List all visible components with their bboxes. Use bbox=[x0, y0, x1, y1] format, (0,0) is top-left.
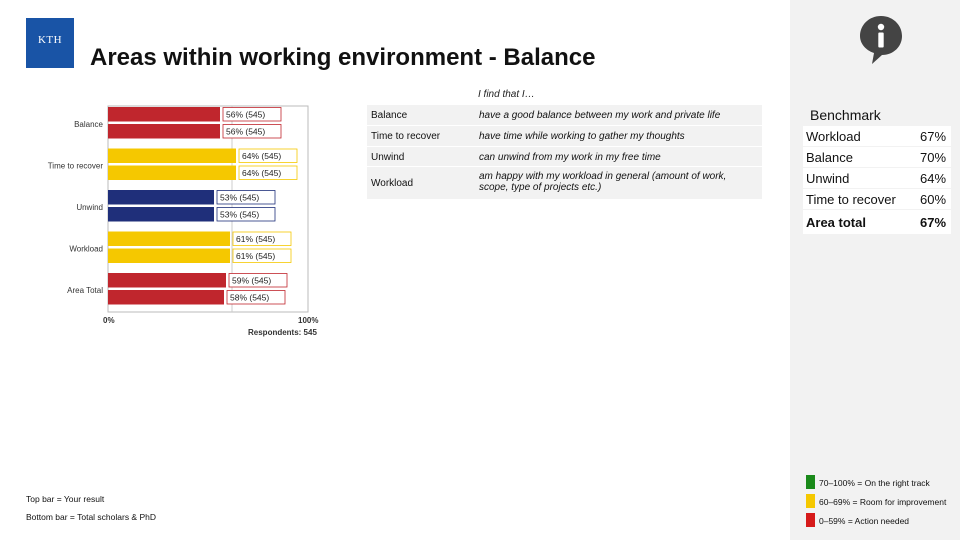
statements-intro: I find that I… bbox=[478, 89, 535, 100]
statement-text: have a good balance between my work and … bbox=[475, 104, 762, 126]
category-label: Unwind bbox=[76, 203, 103, 212]
bar-chart: Balance 56% (545) 56% (545) Time to recover… bbox=[48, 105, 318, 337]
data-label-box bbox=[228, 273, 288, 288]
bar bbox=[108, 290, 224, 305]
benchmark-table: Workload 67% Balance 70% Unwind 64% Time… bbox=[803, 126, 951, 235]
legend-swatch-yellow bbox=[806, 494, 815, 508]
bar bbox=[108, 124, 220, 139]
statement-area: Unwind bbox=[367, 146, 475, 167]
data-label: 53% (545) bbox=[220, 210, 259, 220]
bar bbox=[108, 231, 230, 246]
bar bbox=[108, 273, 226, 288]
benchmark-row: Balance 70% bbox=[803, 146, 951, 168]
page-title: Areas within working environment - Balan… bbox=[90, 44, 596, 71]
data-label-box bbox=[226, 290, 286, 305]
data-label: 56% (545) bbox=[226, 127, 265, 137]
data-label: 64% (545) bbox=[242, 151, 281, 161]
benchmark-value: 60% bbox=[917, 188, 951, 210]
kth-logo: KTH bbox=[26, 18, 74, 68]
bar bbox=[108, 107, 220, 122]
statement-area: Balance bbox=[367, 104, 475, 126]
benchmark-value: 64% bbox=[917, 167, 951, 189]
note-bottom-bar: Bottom bar = Total scholars & PhD bbox=[26, 512, 157, 522]
legend-text-red: 0–59% = Action needed bbox=[819, 516, 910, 526]
statement-text: have time while working to gather my tho… bbox=[475, 125, 762, 147]
benchmark-label: Workload bbox=[803, 126, 917, 147]
bar bbox=[108, 148, 236, 163]
bar bbox=[108, 248, 230, 263]
x-min-label: 0% bbox=[103, 316, 115, 325]
benchmark-value: 67% bbox=[917, 126, 951, 147]
benchmark-row: Workload 67% bbox=[803, 126, 951, 147]
benchmark-label: Balance bbox=[803, 146, 917, 168]
category-label: Time to recover bbox=[48, 162, 104, 171]
note-top-bar: Top bar = Your result bbox=[26, 494, 105, 504]
benchmark-label: Unwind bbox=[803, 167, 917, 189]
statement-row: Time to recover have time while working … bbox=[367, 125, 762, 147]
data-label: 58% (545) bbox=[230, 293, 269, 303]
data-label-box bbox=[222, 124, 282, 139]
statement-area: Workload bbox=[367, 166, 475, 199]
statement-row: Balance have a good balance between my w… bbox=[367, 104, 762, 126]
respondents-label: Respondents: 545 bbox=[248, 328, 317, 337]
data-label: 56% (545) bbox=[226, 110, 265, 120]
data-label: 61% (545) bbox=[236, 234, 275, 244]
info-icon[interactable] bbox=[858, 14, 904, 66]
chart-layer: Balance 56% (545) 56% (545) Time to recover… bbox=[48, 107, 298, 305]
benchmark-title: Benchmark bbox=[810, 107, 881, 123]
statements-table: Balance have a good balance between my w… bbox=[367, 104, 762, 199]
data-label-box bbox=[238, 148, 298, 163]
data-label-box bbox=[216, 207, 276, 222]
benchmark-row: Unwind 64% bbox=[803, 167, 951, 189]
data-label: 61% (545) bbox=[236, 251, 275, 261]
statement-text: can unwind from my work in my free time bbox=[475, 146, 762, 167]
benchmark-total-value: 67% bbox=[917, 209, 951, 235]
data-label: 59% (545) bbox=[232, 276, 271, 286]
data-label: 53% (545) bbox=[220, 193, 259, 203]
statement-row: Workload am happy with my workload in ge… bbox=[367, 166, 762, 199]
category-label: Workload bbox=[69, 245, 103, 254]
data-label-box bbox=[222, 107, 282, 122]
data-label-box bbox=[232, 231, 292, 246]
legend-text-green: 70–100% = On the right track bbox=[819, 478, 930, 488]
benchmark-value: 70% bbox=[917, 146, 951, 168]
data-label: 64% (545) bbox=[242, 168, 281, 178]
data-label-box bbox=[216, 190, 276, 205]
category-label: Balance bbox=[74, 120, 103, 129]
benchmark-total-row: Area total 67% bbox=[803, 209, 951, 235]
statement-text: am happy with my workload in general (am… bbox=[475, 166, 762, 199]
benchmark-label: Time to recover bbox=[803, 188, 917, 210]
legend-text-yellow: 60–69% = Room for improvement bbox=[819, 497, 947, 507]
category-label: Area Total bbox=[67, 286, 103, 295]
bar bbox=[108, 207, 214, 222]
logo-text: KTH bbox=[37, 34, 63, 46]
benchmark-total-label: Area total bbox=[803, 209, 917, 235]
bar bbox=[108, 165, 236, 180]
data-label-box bbox=[232, 248, 292, 263]
statement-row: Unwind can unwind from my work in my fre… bbox=[367, 146, 762, 167]
bar bbox=[108, 190, 214, 205]
x-max-label: 100% bbox=[298, 316, 318, 325]
statement-area: Time to recover bbox=[367, 125, 475, 147]
data-label-box bbox=[238, 165, 298, 180]
right-panel bbox=[790, 0, 960, 540]
benchmark-row: Time to recover 60% bbox=[803, 188, 951, 210]
legend-swatch-red bbox=[806, 513, 815, 527]
legend-swatch-green bbox=[806, 475, 815, 489]
